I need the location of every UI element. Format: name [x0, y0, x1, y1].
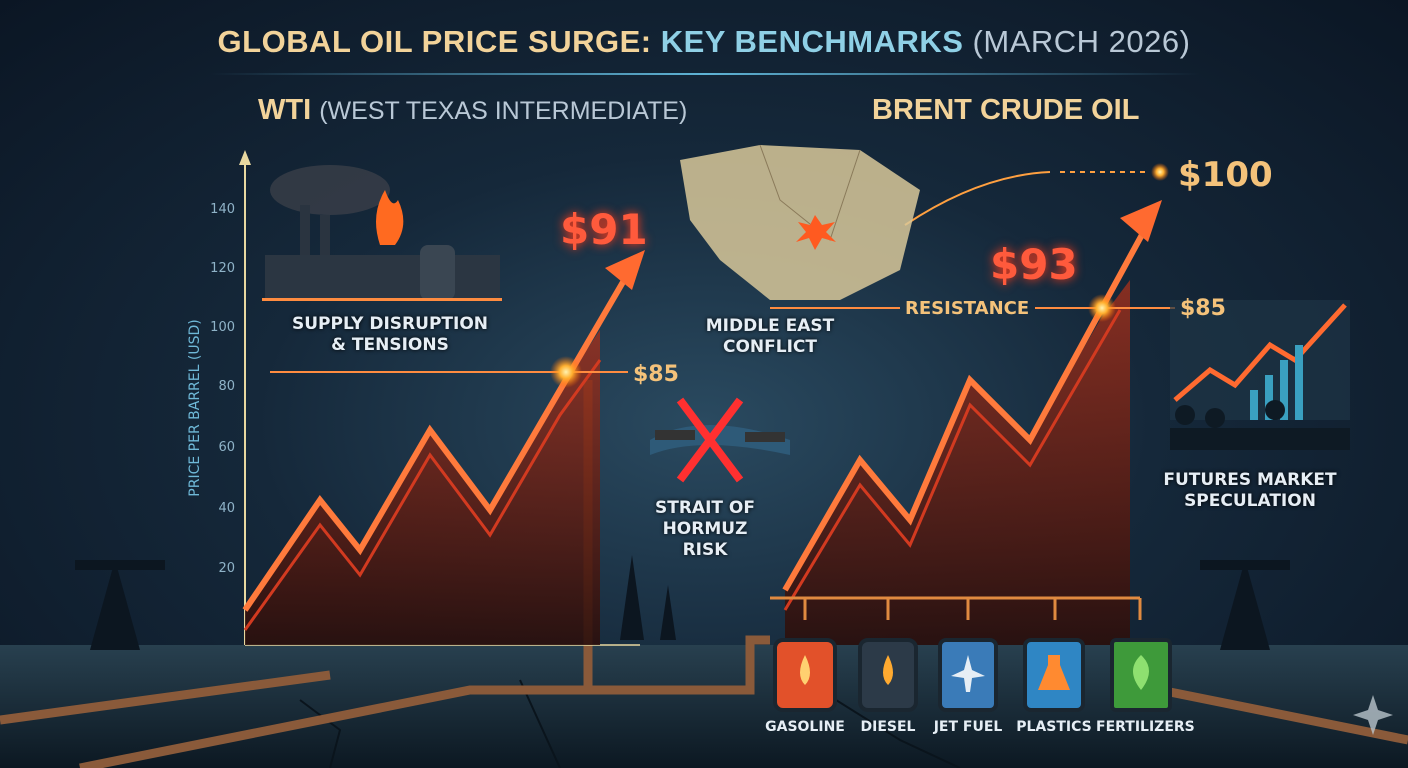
y-tick: 120	[210, 261, 235, 276]
wti-price: $91	[560, 205, 648, 254]
product-label-fertilizers: FERTILIZERS	[1096, 719, 1195, 735]
wti-price-chart	[242, 250, 645, 645]
brent-price: $93	[990, 240, 1078, 289]
supply-disruption-label: SUPPLY DISRUPTION & TENSIONS	[291, 314, 488, 355]
wti-heading: WTI (WEST TEXAS INTERMEDIATE)	[258, 94, 688, 126]
oil-pumpjacks	[75, 555, 1290, 650]
ground	[0, 645, 1408, 768]
brent-target-price: $100	[1178, 155, 1273, 195]
sparkle-icon	[1353, 695, 1393, 735]
product-label-gasoline: GASOLINE	[765, 719, 845, 735]
resistance-label: RESISTANCE	[905, 298, 1030, 319]
product-label-jet-fuel: JET FUEL	[933, 719, 1003, 735]
product-label-diesel: DIESEL	[860, 719, 916, 735]
wti-85-label: $85	[633, 362, 679, 387]
factory-illustration	[262, 165, 502, 301]
y-tick: 20	[218, 561, 235, 576]
y-axis-arrow	[239, 150, 251, 165]
y-tick: 40	[218, 501, 235, 516]
y-tick: 100	[210, 320, 235, 335]
strait-of-hormuz-illustration	[650, 397, 790, 483]
brent-price-chart	[770, 163, 1175, 645]
explosion-icon	[796, 215, 836, 250]
page-title: GLOBAL OIL PRICE SURGE: KEY BENCHMARKS (…	[217, 24, 1191, 59]
y-tick: 60	[218, 440, 235, 455]
brent-arrow-head	[1120, 200, 1162, 242]
brent-85-label: $85	[1180, 296, 1226, 321]
target-arrow	[904, 171, 1051, 226]
product-label-plastics: PLASTICS	[1016, 719, 1092, 735]
distribution-pipe	[770, 596, 1142, 620]
middle-east-map	[680, 144, 920, 300]
y-axis-title: PRICE PER BARREL (USD)	[187, 319, 203, 497]
brent-heading: BRENT CRUDE OIL	[872, 94, 1140, 126]
futures-label: FUTURES MARKET SPECULATION	[1163, 470, 1337, 511]
y-tick: 80	[218, 379, 235, 394]
wti-arrow-head	[605, 250, 645, 290]
product-containers	[773, 638, 1172, 712]
title-divider	[210, 73, 1200, 75]
middle-east-label: MIDDLE EAST CONFLICT	[705, 316, 835, 357]
hormuz-label: STRAIT OF HORMUZ RISK	[655, 498, 755, 560]
ground-cracks	[299, 679, 961, 768]
futures-chart-illustration	[1170, 300, 1350, 450]
y-tick: 140	[210, 202, 235, 217]
